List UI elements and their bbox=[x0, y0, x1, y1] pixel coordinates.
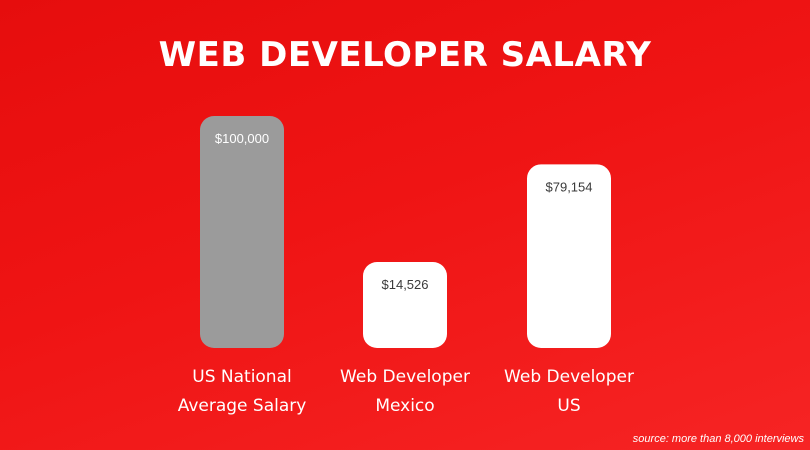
category-label: Web Developer bbox=[504, 367, 634, 387]
chart-title: WEB DEVELOPER SALARY bbox=[158, 35, 652, 75]
category-label: US bbox=[557, 396, 580, 416]
bar bbox=[527, 164, 611, 348]
category-label: US National bbox=[192, 367, 291, 387]
bar bbox=[363, 262, 447, 348]
category-label: Mexico bbox=[375, 396, 434, 416]
category-label: Web Developer bbox=[340, 367, 470, 387]
bar-value-label: $79,154 bbox=[546, 179, 593, 194]
bar-value-label: $14,526 bbox=[382, 277, 429, 292]
source-note: source: more than 8,000 interviews bbox=[632, 433, 804, 445]
bar bbox=[200, 116, 284, 348]
bar-value-label: $100,000 bbox=[215, 131, 269, 146]
category-label: Average Salary bbox=[178, 396, 307, 416]
